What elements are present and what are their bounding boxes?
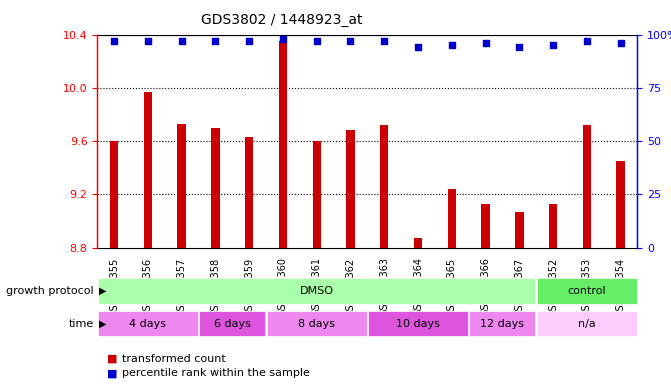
Bar (469, 311, 535, 336)
Point (413, 44, 423, 50)
Bar (110, 141, 118, 248)
Point (210, 38, 221, 44)
Bar (98, 311, 198, 336)
Point (514, 44, 525, 50)
Text: 12 days: 12 days (480, 318, 525, 329)
Bar (549, 204, 558, 248)
Bar (515, 212, 523, 248)
Point (176, 38, 187, 44)
Point (345, 38, 356, 44)
Bar (481, 204, 490, 248)
Bar (245, 137, 254, 248)
Bar (313, 141, 321, 248)
Text: time: time (68, 318, 94, 329)
Bar (346, 131, 355, 248)
Bar (278, 41, 287, 248)
Text: transformed count: transformed count (122, 354, 226, 364)
Point (446, 42, 457, 48)
Bar (177, 124, 186, 248)
Point (109, 38, 119, 44)
Bar (582, 125, 591, 248)
Point (311, 38, 322, 44)
Bar (537, 278, 637, 304)
Bar (368, 311, 468, 336)
Bar (448, 189, 456, 248)
Text: 10 days: 10 days (396, 318, 440, 329)
Point (379, 38, 390, 44)
Point (480, 40, 491, 46)
Text: ▶: ▶ (99, 286, 106, 296)
Text: GDS3802 / 1448923_at: GDS3802 / 1448923_at (201, 13, 362, 27)
Text: percentile rank within the sample: percentile rank within the sample (122, 368, 310, 378)
Bar (537, 311, 637, 336)
Point (142, 38, 153, 44)
Text: control: control (568, 286, 606, 296)
Point (582, 38, 592, 44)
Text: n/a: n/a (578, 318, 596, 329)
Bar (267, 311, 366, 336)
Point (278, 36, 289, 42)
Text: growth protocol: growth protocol (6, 286, 94, 296)
Point (244, 38, 254, 44)
Text: 8 days: 8 days (298, 318, 336, 329)
Bar (199, 311, 266, 336)
Bar (617, 161, 625, 248)
Bar (211, 128, 219, 248)
Bar (144, 92, 152, 248)
Text: ▶: ▶ (99, 318, 106, 329)
Text: 6 days: 6 days (214, 318, 251, 329)
Text: 4 days: 4 days (130, 318, 166, 329)
Point (548, 42, 558, 48)
Text: ■: ■ (107, 354, 118, 364)
Text: ■: ■ (107, 368, 118, 378)
Bar (98, 278, 535, 304)
Text: DMSO: DMSO (300, 286, 333, 296)
Point (615, 40, 626, 46)
Bar (414, 238, 422, 248)
Bar (380, 125, 389, 248)
